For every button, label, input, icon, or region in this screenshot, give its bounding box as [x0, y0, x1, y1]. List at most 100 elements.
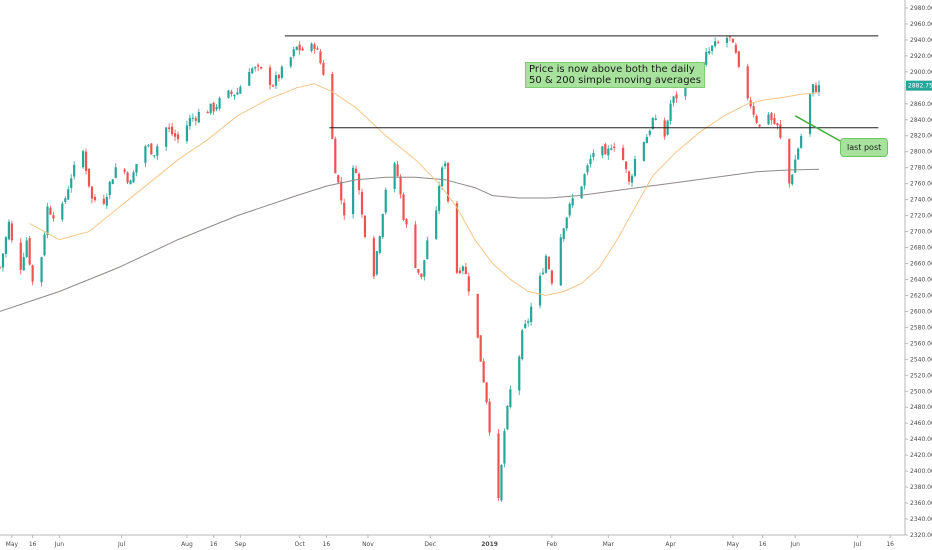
candle-body	[357, 173, 361, 191]
candle-body	[170, 126, 174, 135]
candle-body	[227, 90, 230, 98]
candle-body	[509, 389, 512, 407]
candle-body	[230, 91, 233, 94]
candle-body	[87, 168, 91, 187]
candle-body	[233, 94, 236, 97]
candle-body	[405, 219, 408, 225]
candle-body	[0, 267, 2, 269]
candle-body	[485, 382, 488, 403]
candle-body	[613, 146, 616, 148]
candle-body	[586, 165, 589, 173]
candle-body	[675, 94, 678, 99]
candle-body	[562, 228, 565, 239]
candle-body	[52, 215, 55, 219]
candle-body	[423, 260, 426, 277]
time-tick-label: 16	[886, 541, 894, 548]
candle-body	[173, 133, 177, 137]
candle-body	[633, 159, 637, 176]
price-tick-label: 2660.00	[910, 261, 932, 268]
candle-body	[194, 118, 197, 121]
candle-body	[467, 276, 470, 292]
candle-body	[797, 148, 800, 160]
candle-body	[378, 236, 381, 253]
time-tick-label: Dec	[424, 541, 436, 548]
candle-body	[488, 401, 491, 433]
candle-body	[393, 163, 396, 189]
time-tick-label: May	[6, 541, 19, 548]
candle-body	[592, 152, 595, 158]
candle-body	[651, 118, 654, 130]
annotation-last-post: last post	[840, 138, 889, 157]
candle-body	[624, 161, 628, 170]
candle-body	[123, 169, 126, 172]
candle-body	[114, 167, 117, 178]
candle-body	[301, 48, 304, 51]
candle-body	[565, 217, 568, 229]
candle-body	[322, 62, 325, 75]
candle-body	[185, 125, 189, 142]
candle-body	[105, 196, 108, 206]
price-tick-label: 2340.00	[910, 516, 932, 523]
candle-body	[731, 38, 735, 43]
candle-body	[794, 159, 797, 173]
candle-body	[705, 51, 708, 65]
candle-body	[4, 237, 8, 254]
candle-body	[70, 178, 73, 189]
candle-body	[25, 240, 28, 257]
last-price-badge: 2882.75	[906, 80, 932, 91]
candle-body	[770, 113, 773, 121]
candle-body	[725, 38, 729, 43]
candle-body	[547, 257, 551, 270]
candle-body	[713, 41, 717, 47]
time-tick-label: May	[727, 541, 740, 548]
candle-body	[153, 155, 156, 157]
candle-body	[672, 96, 675, 103]
candle-body	[503, 431, 506, 464]
candle-body	[443, 163, 447, 167]
time-tick-label: Mar	[603, 541, 615, 548]
candle-body	[248, 72, 251, 86]
price-tick-label: 2680.00	[910, 245, 932, 252]
price-tick-label: 2480.00	[910, 404, 932, 411]
candle-body	[144, 146, 147, 163]
candle-body	[464, 266, 467, 274]
price-tick-label: 2940.00	[910, 37, 932, 44]
candles	[0, 35, 821, 502]
candle-body	[580, 186, 583, 199]
candle-body	[188, 118, 192, 126]
candle-body	[758, 124, 761, 127]
candle-body	[254, 67, 257, 69]
candle-body	[604, 144, 607, 155]
candle-body	[663, 120, 666, 137]
candle-body	[354, 168, 358, 174]
candle-body	[236, 92, 239, 95]
candle-body	[571, 198, 574, 206]
time-tick-label: Feb	[547, 541, 558, 548]
price-tick-label: 2400.00	[910, 468, 932, 475]
candle-body	[734, 44, 737, 53]
candle-body	[589, 158, 592, 165]
candle-body	[372, 238, 375, 277]
candle-body	[351, 167, 355, 215]
candle-body	[61, 203, 64, 220]
candle-body	[132, 172, 135, 183]
candle-body	[767, 114, 770, 125]
candle-body	[654, 118, 657, 121]
candle-body	[31, 265, 34, 282]
candle-body	[212, 102, 215, 112]
candle-body	[601, 146, 604, 156]
last-post-pointer	[794, 115, 843, 143]
candle-body	[607, 148, 610, 156]
candle-body	[684, 81, 687, 97]
candle-body	[260, 66, 263, 69]
candle-body	[384, 189, 387, 213]
annotation-line-1: Price is now above both the daily	[529, 64, 695, 75]
candle-body	[129, 180, 132, 185]
candle-body	[43, 234, 46, 256]
candle-body	[277, 74, 281, 79]
price-tick-label: 2960.00	[910, 21, 932, 28]
candle-body	[209, 103, 212, 114]
candle-body	[343, 202, 346, 216]
candle-body	[274, 75, 278, 86]
